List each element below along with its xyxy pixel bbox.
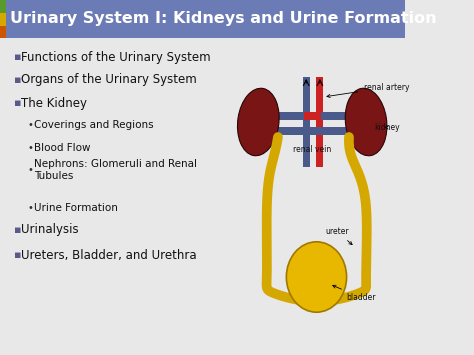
Text: renal vein: renal vein	[293, 144, 331, 153]
FancyBboxPatch shape	[0, 26, 6, 38]
Text: •: •	[27, 143, 33, 153]
Text: The Kidney: The Kidney	[20, 97, 87, 109]
Text: ▪: ▪	[14, 225, 21, 235]
FancyBboxPatch shape	[0, 0, 6, 13]
Text: •: •	[27, 165, 33, 175]
FancyBboxPatch shape	[261, 127, 364, 135]
Text: Functions of the Urinary System: Functions of the Urinary System	[20, 50, 210, 64]
Text: ureter: ureter	[325, 227, 352, 245]
Text: Blood Flow: Blood Flow	[34, 143, 91, 153]
Text: Ureters, Bladder, and Urethra: Ureters, Bladder, and Urethra	[20, 248, 196, 262]
Text: •: •	[27, 120, 33, 130]
FancyBboxPatch shape	[0, 0, 405, 38]
Text: Urinary System I: Kidneys and Urine Formation: Urinary System I: Kidneys and Urine Form…	[10, 11, 437, 27]
FancyBboxPatch shape	[261, 112, 364, 120]
Ellipse shape	[345, 88, 387, 156]
FancyBboxPatch shape	[303, 77, 310, 167]
FancyBboxPatch shape	[0, 13, 6, 26]
Ellipse shape	[237, 88, 279, 156]
Text: •: •	[27, 203, 33, 213]
FancyBboxPatch shape	[317, 77, 323, 167]
FancyBboxPatch shape	[304, 112, 321, 120]
Text: ▪: ▪	[14, 75, 21, 85]
Text: renal artery: renal artery	[327, 83, 409, 98]
Text: ▪: ▪	[14, 250, 21, 260]
Ellipse shape	[286, 242, 346, 312]
Text: Nephrons: Glomeruli and Renal
Tubules: Nephrons: Glomeruli and Renal Tubules	[34, 159, 197, 181]
Text: bladder: bladder	[333, 285, 376, 302]
Text: kidney: kidney	[374, 123, 400, 132]
Text: Organs of the Urinary System: Organs of the Urinary System	[20, 73, 196, 87]
Text: Urinalysis: Urinalysis	[20, 224, 78, 236]
Text: ▪: ▪	[14, 52, 21, 62]
Text: Coverings and Regions: Coverings and Regions	[34, 120, 154, 130]
Text: Urine Formation: Urine Formation	[34, 203, 118, 213]
Text: ▪: ▪	[14, 98, 21, 108]
